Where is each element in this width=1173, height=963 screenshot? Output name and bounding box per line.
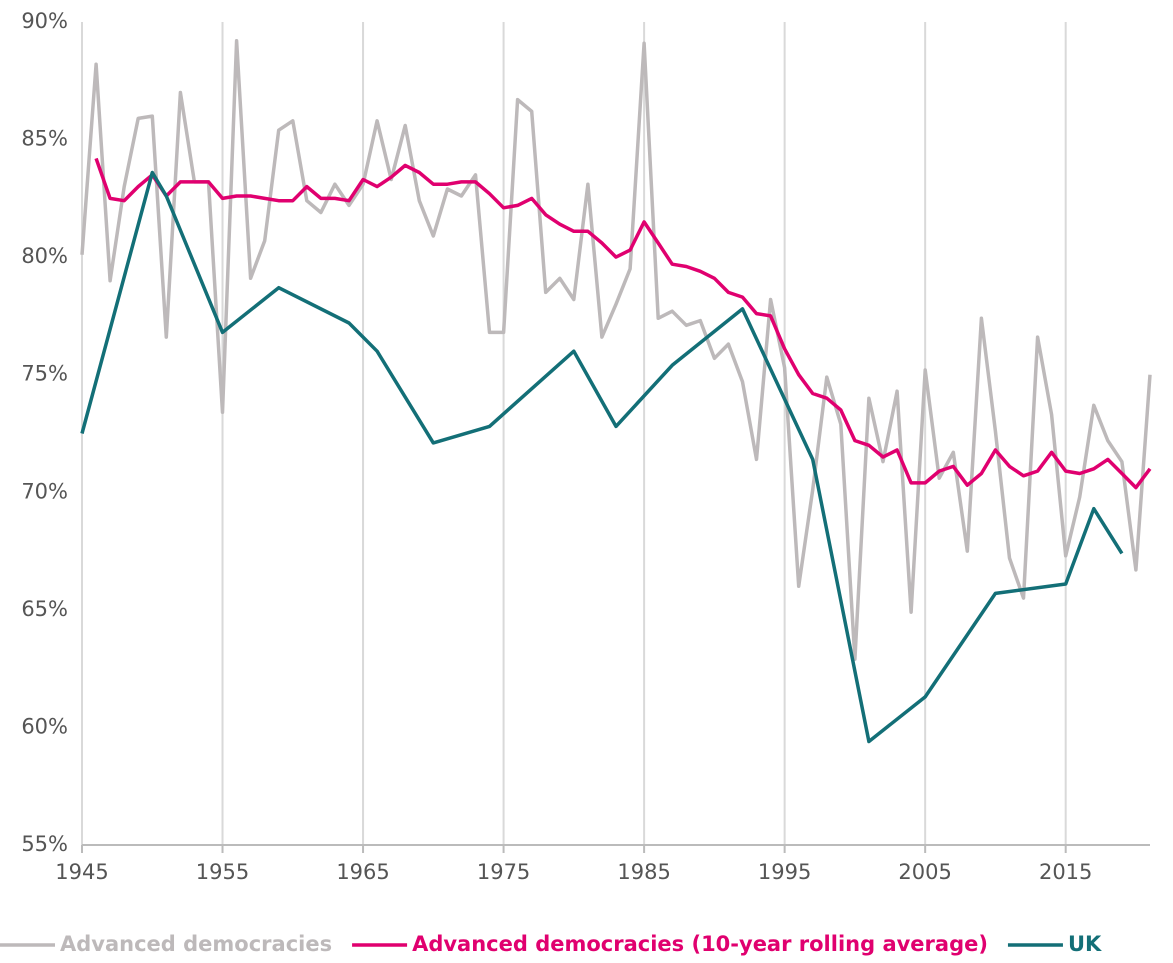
x-tick-label: 1965 xyxy=(336,860,389,884)
y-tick-label: 90% xyxy=(21,9,68,33)
y-tick-label: 75% xyxy=(21,362,68,386)
y-tick-label: 65% xyxy=(21,597,68,621)
y-tick-label: 80% xyxy=(21,244,68,268)
x-tick-label: 1995 xyxy=(758,860,811,884)
y-tick-label: 55% xyxy=(21,832,68,856)
series-line xyxy=(80,170,1124,744)
legend-label: Advanced democracies xyxy=(60,932,332,956)
series-line xyxy=(94,157,1152,490)
x-tick-label: 1985 xyxy=(617,860,670,884)
y-tick-label: 70% xyxy=(21,479,68,503)
x-tick-label: 1945 xyxy=(55,860,108,884)
legend-label: UK xyxy=(1068,932,1102,956)
y-tick-label: 60% xyxy=(21,714,68,738)
y-tick-label: 85% xyxy=(21,127,68,151)
series-line xyxy=(80,39,1152,661)
x-tick-label: 2005 xyxy=(898,860,951,884)
x-tick-label: 2015 xyxy=(1039,860,1092,884)
legend-label: Advanced democracies (10-year rolling av… xyxy=(412,932,988,956)
x-tick-label: 1975 xyxy=(477,860,530,884)
x-tick-label: 1955 xyxy=(196,860,249,884)
